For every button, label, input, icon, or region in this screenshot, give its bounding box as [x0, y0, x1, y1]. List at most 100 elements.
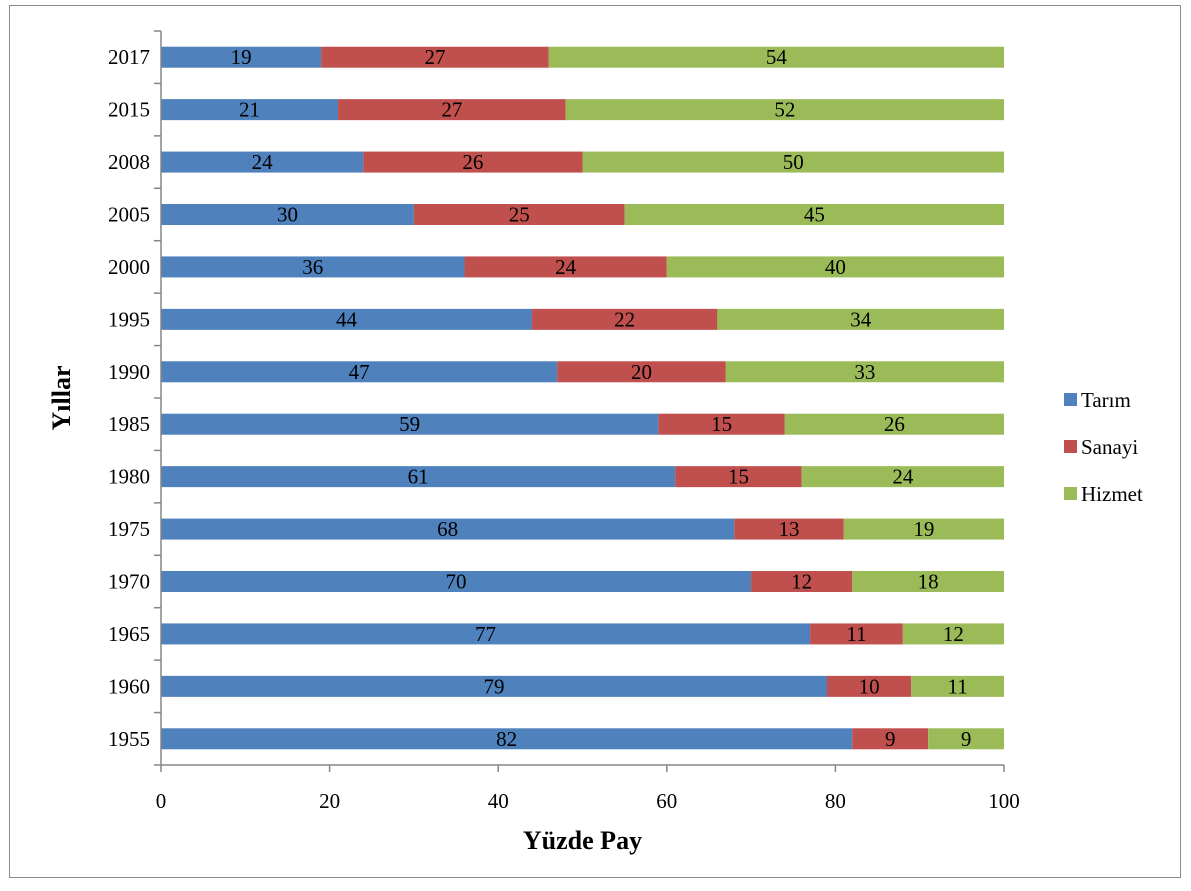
- data-label: 47: [349, 360, 370, 384]
- x-tick-label: 40: [488, 789, 509, 813]
- bar-tar-m-2008: [161, 151, 364, 173]
- data-label: 50: [783, 150, 804, 174]
- ticks-layer: 2017201520082005200019951990198519801975…: [108, 30, 1020, 813]
- data-label: 26: [884, 412, 905, 436]
- x-tick-label: 20: [319, 789, 340, 813]
- data-label: 9: [885, 727, 896, 751]
- bar-tar-m-2005: [161, 204, 414, 225]
- bar-tar-m-2015: [161, 99, 339, 121]
- y-tick-label: 2017: [108, 45, 150, 69]
- legend-label: Tarım: [1081, 388, 1131, 412]
- bar-sanayi-1955: [852, 728, 929, 750]
- bar-hizmet-1980: [801, 466, 1004, 488]
- data-label: 24: [892, 465, 914, 489]
- bars-layer: 19 27 54 21 27 52 24 26 50 30 25 45 36 24 40 44 22 34 47 20…: [161, 45, 1004, 751]
- legend-label: Sanayi: [1081, 435, 1138, 459]
- bar-hizmet-2015: [565, 99, 1004, 121]
- bar-tar-m-1990: [161, 361, 558, 383]
- data-label: 11: [846, 622, 866, 646]
- x-tick-label: 100: [988, 789, 1020, 813]
- y-axis-title: Yıllar: [47, 366, 76, 431]
- bar-sanayi-1980: [675, 466, 802, 488]
- legend-swatch-hizmet: [1064, 487, 1077, 500]
- bar-tar-m-2017: [161, 46, 322, 68]
- data-label: 19: [913, 517, 934, 541]
- data-label: 24: [252, 150, 274, 174]
- data-label: 9: [961, 727, 972, 751]
- bar-sanayi-1985: [658, 413, 785, 435]
- axes-layer: [160, 31, 1004, 766]
- data-label: 44: [336, 307, 358, 331]
- bar-tar-m-1995: [161, 308, 532, 330]
- data-label: 18: [918, 570, 939, 594]
- bar-sanayi-1995: [531, 308, 718, 330]
- data-label: 13: [779, 517, 800, 541]
- bar-sanayi-2015: [338, 99, 566, 121]
- data-label: 27: [441, 98, 462, 122]
- data-label: 36: [302, 255, 323, 279]
- data-label: 70: [446, 570, 467, 594]
- data-label: 26: [462, 150, 483, 174]
- x-axis-title: Yüzde Pay: [523, 826, 642, 855]
- data-label: 59: [399, 412, 420, 436]
- legend-swatch-sanayi: [1064, 440, 1077, 453]
- bar-tar-m-1970: [161, 571, 752, 592]
- bar-sanayi-1990: [557, 361, 726, 383]
- y-tick-label: 2000: [108, 255, 150, 279]
- data-label: 12: [943, 622, 964, 646]
- data-label: 52: [774, 98, 795, 122]
- bar-hizmet-2008: [582, 151, 1004, 173]
- legend: Tarım Sanayi Hizmet: [1064, 388, 1143, 506]
- legend-label: Hizmet: [1081, 482, 1143, 506]
- data-label: 40: [825, 255, 846, 279]
- bar-sanayi-2008: [363, 151, 583, 173]
- bar-hizmet-2017: [548, 46, 1004, 68]
- bar-sanayi-2000: [464, 256, 667, 278]
- y-tick-label: 1990: [108, 360, 150, 384]
- bar-hizmet-2005: [624, 204, 1004, 225]
- data-label: 61: [408, 465, 429, 489]
- x-tick-label: 60: [656, 789, 677, 813]
- data-label: 45: [804, 203, 825, 227]
- data-label: 15: [711, 412, 732, 436]
- data-label: 22: [614, 307, 635, 331]
- data-label: 30: [277, 203, 298, 227]
- y-tick-label: 1995: [108, 307, 150, 331]
- data-label: 34: [850, 307, 872, 331]
- bar-sanayi-1975: [734, 518, 844, 540]
- data-label: 12: [791, 570, 812, 594]
- bar-tar-m-1985: [161, 413, 659, 435]
- bar-hizmet-1995: [717, 308, 1004, 330]
- data-label: 19: [231, 45, 252, 69]
- y-tick-label: 1970: [108, 570, 150, 594]
- data-label: 20: [631, 360, 652, 384]
- bar-hizmet-1965: [902, 623, 1004, 645]
- data-label: 33: [854, 360, 875, 384]
- bar-sanayi-1970: [751, 571, 853, 592]
- bar-sanayi-1965: [810, 623, 903, 645]
- bar-hizmet-1975: [843, 518, 1004, 540]
- bar-sanayi-2017: [321, 46, 549, 68]
- data-label: 24: [555, 255, 577, 279]
- y-tick-label: 1975: [108, 517, 150, 541]
- legend-swatch-tar-m: [1064, 393, 1077, 406]
- bar-hizmet-1990: [725, 361, 1004, 383]
- y-tick-label: 2015: [108, 98, 150, 122]
- bar-hizmet-1985: [784, 413, 1004, 435]
- y-tick-label: 2008: [108, 150, 150, 174]
- bar-tar-m-1975: [161, 518, 735, 540]
- y-tick-label: 2005: [108, 203, 150, 227]
- bar-tar-m-2000: [161, 256, 465, 278]
- data-label: 79: [483, 674, 504, 698]
- data-label: 11: [948, 674, 968, 698]
- y-tick-label: 1965: [108, 622, 150, 646]
- data-label: 25: [509, 203, 530, 227]
- data-label: 27: [424, 45, 445, 69]
- data-label: 82: [496, 727, 517, 751]
- x-tick-label: 0: [156, 789, 167, 813]
- bar-hizmet-1955: [928, 728, 1004, 750]
- bar-hizmet-1960: [911, 675, 1004, 697]
- bar-tar-m-1980: [161, 466, 676, 488]
- bar-tar-m-1955: [161, 728, 853, 750]
